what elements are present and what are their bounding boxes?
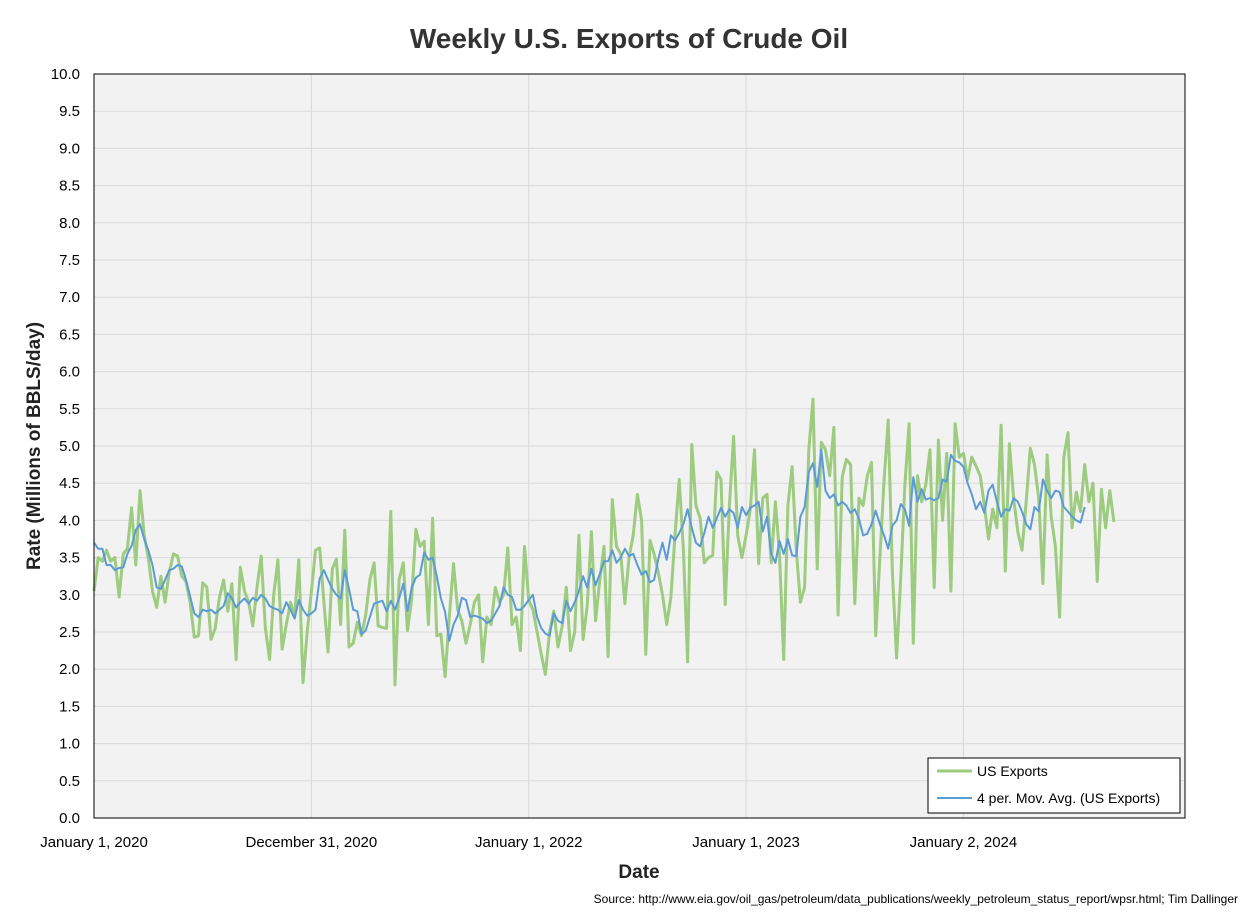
y-tick-label: 7.0 <box>59 289 80 306</box>
legend: US Exports 4 per. Mov. Avg. (US Exports) <box>927 757 1181 814</box>
y-tick-label: 8.0 <box>59 215 80 232</box>
x-tick-label: January 2, 2024 <box>910 834 1018 851</box>
legend-label-us-exports: US Exports <box>977 763 1048 779</box>
legend-box <box>927 757 1181 814</box>
y-tick-label: 2.0 <box>59 661 80 678</box>
x-axis-ticks: January 1, 2020 December 31, 2020 January … <box>40 834 1017 851</box>
y-axis-ticks: 0.0 0.5 1.0 1.5 2.0 2.5 3.0 3.5 4.0 4.5 5.0 5.5 6.0 6… <box>51 66 80 827</box>
y-tick-label: 0.0 <box>59 810 80 827</box>
y-tick-label: 1.5 <box>59 698 80 715</box>
y-tick-label: 0.5 <box>59 773 80 790</box>
y-tick-label: 9.5 <box>59 103 80 120</box>
legend-label-moving-average: 4 per. Mov. Avg. (US Exports) <box>977 790 1160 806</box>
y-tick-label: 2.5 <box>59 624 80 641</box>
x-tick-label: January 1, 2020 <box>40 834 148 851</box>
y-tick-label: 1.0 <box>59 736 80 753</box>
gridlines <box>93 73 1185 819</box>
y-tick-label: 7.5 <box>59 252 80 269</box>
y-tick-label: 4.0 <box>59 512 80 529</box>
y-tick-label: 8.5 <box>59 178 80 195</box>
x-axis-label: Date <box>618 862 659 883</box>
y-tick-label: 3.5 <box>59 550 80 567</box>
plot-frame <box>93 73 1186 819</box>
y-tick-label: 6.0 <box>59 364 80 381</box>
series-line-moving-average <box>93 448 1086 642</box>
y-tick-label: 9.0 <box>59 140 80 157</box>
chart-title: Weekly U.S. Exports of Crude Oil <box>410 23 848 54</box>
y-tick-label: 5.0 <box>59 438 80 455</box>
y-tick-label: 5.5 <box>59 401 80 418</box>
source-note: Source: http://www.eia.gov/oil_gas/petro… <box>594 892 1238 906</box>
x-tick-label: January 1, 2022 <box>475 834 583 851</box>
series-lines <box>92 397 1116 687</box>
y-tick-label: 4.5 <box>59 475 80 492</box>
y-tick-label: 6.5 <box>59 326 80 343</box>
y-tick-label: 3.0 <box>59 587 80 604</box>
y-tick-label: 10.0 <box>51 66 80 83</box>
x-tick-label: January 1, 2023 <box>692 834 800 851</box>
series-line-us-exports <box>92 397 1116 687</box>
y-axis-label: Rate (Millions of BBLS/day) <box>24 322 45 570</box>
x-tick-label: December 31, 2020 <box>245 834 377 851</box>
